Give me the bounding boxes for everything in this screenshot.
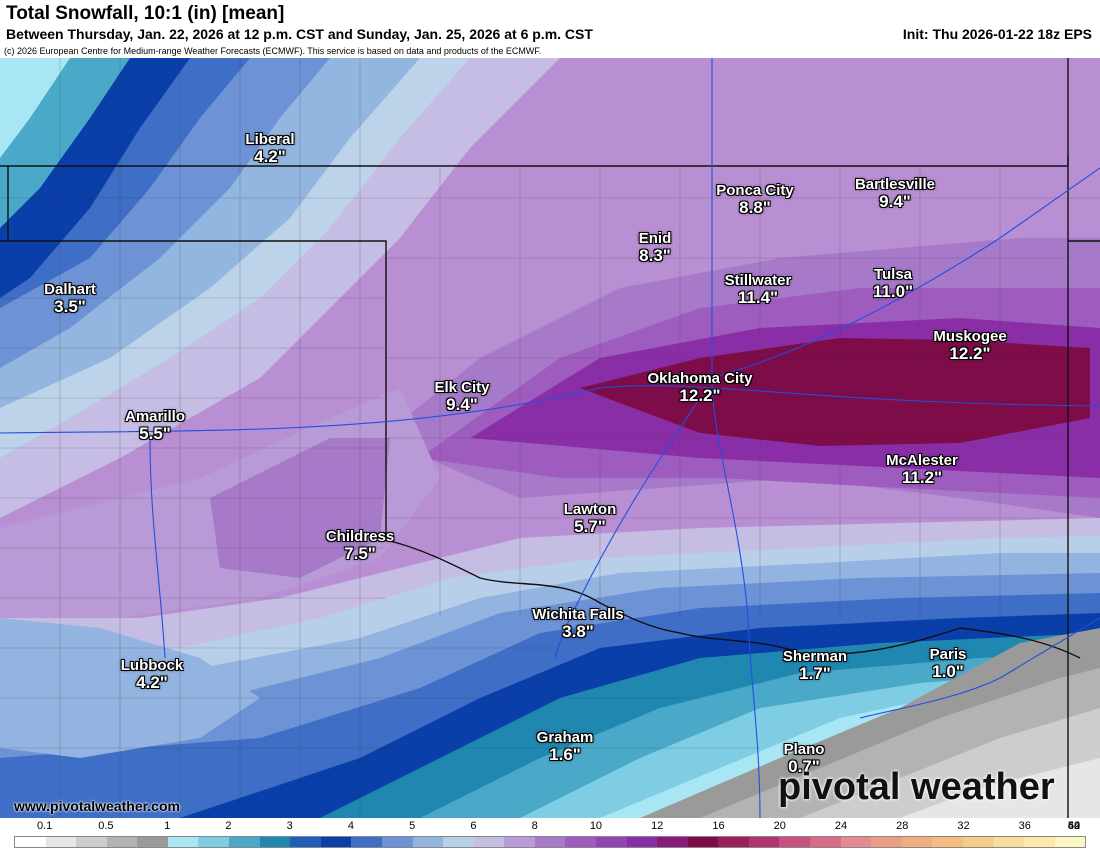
legend-swatch: [290, 837, 321, 847]
legend-tick-label: 0.5: [98, 820, 114, 832]
legend-tick-label: 20: [773, 820, 786, 832]
legend-swatch: [595, 837, 627, 847]
snowfall-map[interactable]: Liberal 4.2" Dalhart 3.5" Amarillo 5.5" Lub…: [0, 58, 1100, 818]
legend-tick-label: 10: [589, 820, 603, 832]
legend-swatch: [15, 837, 46, 847]
legend-swatch: [657, 837, 688, 847]
legend-swatch: [504, 837, 535, 847]
legend-tick-label: 0.1: [36, 820, 53, 832]
map-title: Total Snowfall, 10:1 (in) [mean]: [6, 3, 285, 24]
city-label-tulsa: Tulsa 11.0": [872, 266, 914, 301]
legend-swatch: [932, 837, 963, 847]
legend-tick-label: 12: [651, 820, 664, 832]
legend-swatch: [106, 837, 138, 847]
legend-tick-label: 24: [834, 820, 848, 832]
legend-tick-label: 32: [957, 820, 970, 832]
legend-swatch: [1024, 837, 1055, 847]
legend-swatch: [473, 837, 505, 847]
legend-swatch: [320, 837, 352, 847]
city-label-paris: Paris 1.0": [929, 646, 967, 681]
legend-tick-label: 28: [896, 820, 909, 832]
legend-swatch: [412, 837, 444, 847]
map-canvas: [0, 58, 1100, 818]
city-label-amarillo: Amarillo 5.5": [124, 408, 186, 443]
legend-swatch: [229, 837, 260, 847]
legend-swatch: [779, 837, 811, 847]
legend-swatch: [871, 837, 902, 847]
legend-swatch: [718, 837, 749, 847]
legend-swatch: [198, 837, 230, 847]
city-label-dalhart: Dalhart 3.5": [44, 281, 96, 316]
init-time: Init: Thu 2026-01-22 18z EPS: [902, 26, 1092, 42]
legend-tick-label: 3: [286, 820, 293, 832]
legend-swatch: [993, 837, 1025, 847]
city-label-lubbock: Lubbock 4.2": [120, 657, 184, 692]
city-label-ponca-city: Ponca City 8.8": [716, 182, 794, 217]
legend-swatch: [76, 837, 107, 847]
color-legend: 0.1 0.5 1 2 3 4 5 6 8 10 12 16 20 24 28 32 36 44 52 60: [0, 818, 1100, 850]
copyright-notice: (c) 2026 European Centre for Medium-rang…: [4, 46, 542, 56]
county-lines: [0, 58, 1100, 818]
legend-swatch: [810, 837, 841, 847]
legend-swatch: [565, 837, 596, 847]
legend-swatch: [1054, 837, 1086, 847]
legend-tick-label: 60: [1067, 820, 1081, 832]
city-label-mcalester: McAlester 11.2": [886, 452, 958, 487]
legend-color-bar: [14, 836, 1086, 848]
legend-swatch: [534, 837, 566, 847]
legend-tick-label: 16: [712, 820, 725, 832]
legend-swatch: [45, 837, 77, 847]
legend-swatch: [381, 837, 413, 847]
city-label-muskogee: Muskogee 12.2": [933, 328, 1007, 363]
city-label-oklahoma-city: Oklahoma City 12.2": [647, 370, 753, 405]
state-borders: [0, 58, 1100, 818]
legend-tick-labels: 0.1 0.5 1 2 3 4 5 6 8 10 12 16 20 24 28 32 36 44 52 60: [0, 820, 1100, 834]
legend-swatch: [687, 837, 719, 847]
legend-swatch: [748, 837, 780, 847]
legend-swatch: [167, 837, 199, 847]
legend-swatch: [962, 837, 994, 847]
city-label-graham: Graham 1.6": [536, 729, 594, 764]
legend-tick-label: 44: [1067, 820, 1081, 832]
legend-swatch: [443, 837, 474, 847]
legend-swatch: [351, 837, 382, 847]
city-label-wichita-falls: Wichita Falls 3.8": [532, 606, 624, 641]
legend-tick-label: 36: [1018, 820, 1031, 832]
legend-swatch: [840, 837, 872, 847]
legend-tick-label: 2: [225, 820, 232, 832]
city-label-liberal: Liberal 4.2": [245, 131, 295, 166]
city-label-childress: Childress 7.5": [325, 528, 395, 563]
highways: [0, 58, 1100, 818]
legend-tick-label: 4: [347, 820, 354, 832]
city-label-stillwater: Stillwater 11.4": [724, 272, 792, 307]
brand-logo: pivotal weather: [778, 766, 1055, 808]
time-range: Between Thursday, Jan. 22, 2026 at 12 p.…: [6, 26, 593, 42]
header: Total Snowfall, 10:1 (in) [mean] Between…: [0, 0, 1100, 60]
legend-swatch: [901, 837, 933, 847]
snowfall-bands: [0, 58, 1100, 818]
legend-tick-label: 5: [409, 820, 416, 832]
city-label-enid: Enid 8.3": [638, 230, 672, 265]
city-label-elk-city: Elk City 9.4": [434, 379, 490, 414]
legend-tick-label: 52: [1067, 820, 1081, 832]
legend-swatch: [137, 837, 168, 847]
city-label-plano: Plano 0.7": [783, 741, 825, 776]
legend-swatch: [259, 837, 291, 847]
legend-tick-label: 8: [531, 820, 538, 832]
legend-swatch: [626, 837, 658, 847]
city-label-lawton: Lawton 5.7": [563, 501, 617, 536]
website-link[interactable]: www.pivotalweather.com: [14, 798, 180, 814]
city-label-bartlesville: Bartlesville 9.4": [854, 176, 936, 211]
legend-tick-label: 6: [470, 820, 477, 832]
city-label-sherman: Sherman 1.7": [782, 648, 848, 683]
legend-tick-label: 1: [164, 820, 171, 832]
